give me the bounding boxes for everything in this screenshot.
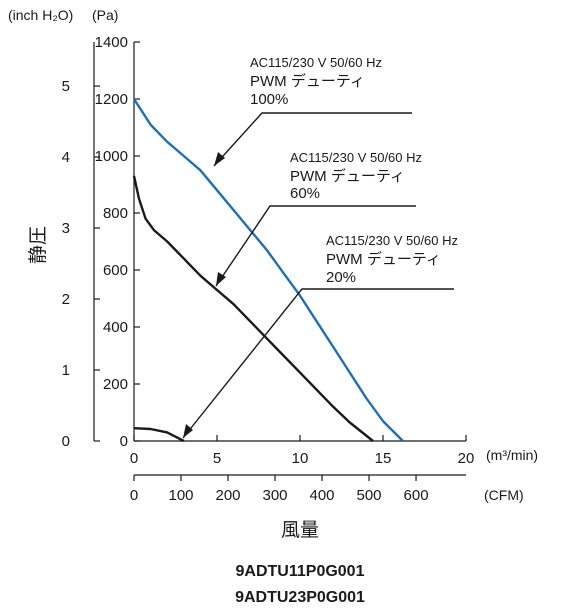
x-secondary-tick-label: 500 <box>357 487 382 504</box>
y-secondary-tick-label: 2 <box>62 291 70 308</box>
y-tick-label: 400 <box>103 319 128 336</box>
annotation-60-duty: 60% <box>290 185 320 202</box>
annotation-100-label: PWM デューティ <box>250 72 365 90</box>
y-secondary-tick-label: 0 <box>62 433 70 450</box>
y-secondary-tick-label: 3 <box>62 220 70 237</box>
x-axis-title: 風量 <box>281 520 319 541</box>
annotation-100-duty: 100% <box>250 91 288 108</box>
y-unit-secondary-label: (inch H₂O) <box>8 7 73 23</box>
x-tick-label: 15 <box>375 450 392 467</box>
y-tick-label: 1400 <box>95 34 128 51</box>
y-unit-label: (Pa) <box>92 7 118 23</box>
annotation-20-duty: 20% <box>326 269 356 286</box>
y-secondary-tick-label: 4 <box>62 149 70 166</box>
x-unit-secondary-label: (CFM) <box>484 487 524 503</box>
y-secondary-tick-label: 5 <box>62 78 70 95</box>
x-secondary-tick-label: 200 <box>215 487 240 504</box>
y-axis-title: 静圧 <box>27 226 49 264</box>
model-name-2: 9ADTU23P0G001 <box>235 589 365 606</box>
annotation-60-label: PWM デューティ <box>290 167 405 185</box>
x-secondary-tick-label: 600 <box>404 487 429 504</box>
x-tick-label: 0 <box>130 450 138 467</box>
x-tick-label: 5 <box>213 450 221 467</box>
y-tick-label: 1000 <box>95 148 128 165</box>
y-tick-label: 200 <box>103 376 128 393</box>
curve-pwm-60 <box>132 175 374 442</box>
annotation-60: AC115/230 V 50/60 Hz PWM デューティ 60% <box>282 148 432 203</box>
x-secondary-tick-label: 100 <box>168 487 193 504</box>
x-secondary-tick-label: 0 <box>130 487 138 504</box>
y-tick-label: 0 <box>120 433 128 450</box>
annotation-20: AC115/230 V 50/60 Hz PWM デューティ 20% <box>318 230 458 286</box>
model-name-1: 9ADTU11P0G001 <box>236 563 365 580</box>
curve-pwm-100 <box>132 98 404 442</box>
x-secondary-tick-label: 300 <box>263 487 288 504</box>
annotation-20-condition: AC115/230 V 50/60 Hz <box>326 233 458 248</box>
annotation-arrowheads <box>183 152 226 438</box>
y-secondary-tick-label: 1 <box>62 362 70 379</box>
annotation-100-condition: AC115/230 V 50/60 Hz <box>250 55 382 70</box>
annotation-leaders <box>182 112 454 439</box>
annotation-20-label: PWM デューティ <box>326 250 441 268</box>
curve-layer <box>132 98 404 443</box>
curve-pwm-20 <box>133 427 185 443</box>
x-tick-label: 10 <box>292 450 309 467</box>
annotation-100: AC115/230 V 50/60 Hz PWM デューティ 100% <box>240 52 390 110</box>
y-tick-label: 1200 <box>95 91 128 108</box>
y-tick-label: 600 <box>103 262 128 279</box>
annotation-60-condition: AC115/230 V 50/60 Hz <box>290 150 422 165</box>
x-secondary-tick-label: 400 <box>310 487 335 504</box>
y-tick-label: 800 <box>103 205 128 222</box>
x-unit-label: (m³/min) <box>486 447 538 463</box>
x-tick-label: 20 <box>458 450 475 467</box>
